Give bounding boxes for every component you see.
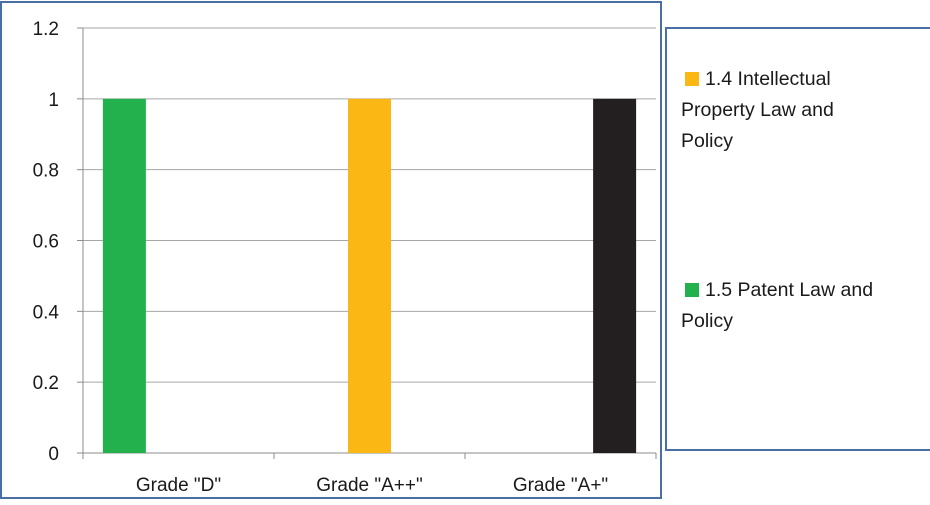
legend-label: 1.4 Intellectual (705, 68, 831, 90)
legend-label: Policy (681, 130, 733, 152)
y-tick-label: 0.6 (33, 232, 59, 253)
bar (102, 98, 146, 453)
y-tick-labels: 0 0.2 0.4 0.6 0.8 1 1.2 (33, 19, 60, 465)
legend-label: Policy (681, 310, 733, 332)
legend: 1.4 Intellectual Property Law and Policy 1.… (681, 68, 873, 332)
legend-label: Property Law and (681, 99, 834, 121)
legend-swatch (685, 72, 699, 86)
x-tick-label: Grade "A++" (316, 475, 422, 496)
x-tick-label: Grade "D" (136, 475, 221, 496)
legend-label: 1.5 Patent Law and (705, 279, 873, 301)
legend-swatch (685, 283, 699, 297)
y-tick-label: 1.2 (33, 19, 59, 40)
bars (102, 98, 637, 453)
bar (593, 98, 637, 453)
y-tick-label: 0.8 (33, 161, 59, 182)
y-tick-label: 0 (48, 444, 59, 465)
x-tick-label: Grade "A+" (513, 475, 608, 496)
y-tick-label: 0.2 (33, 373, 59, 394)
y-tick-label: 1 (48, 90, 59, 111)
x-tick-labels: Grade "D" Grade "A++" Grade "A+" (136, 475, 608, 496)
y-tick-label: 0.4 (33, 302, 60, 323)
plot-area-border (0, 1, 662, 499)
legend-border (665, 27, 930, 451)
bar (348, 98, 391, 453)
